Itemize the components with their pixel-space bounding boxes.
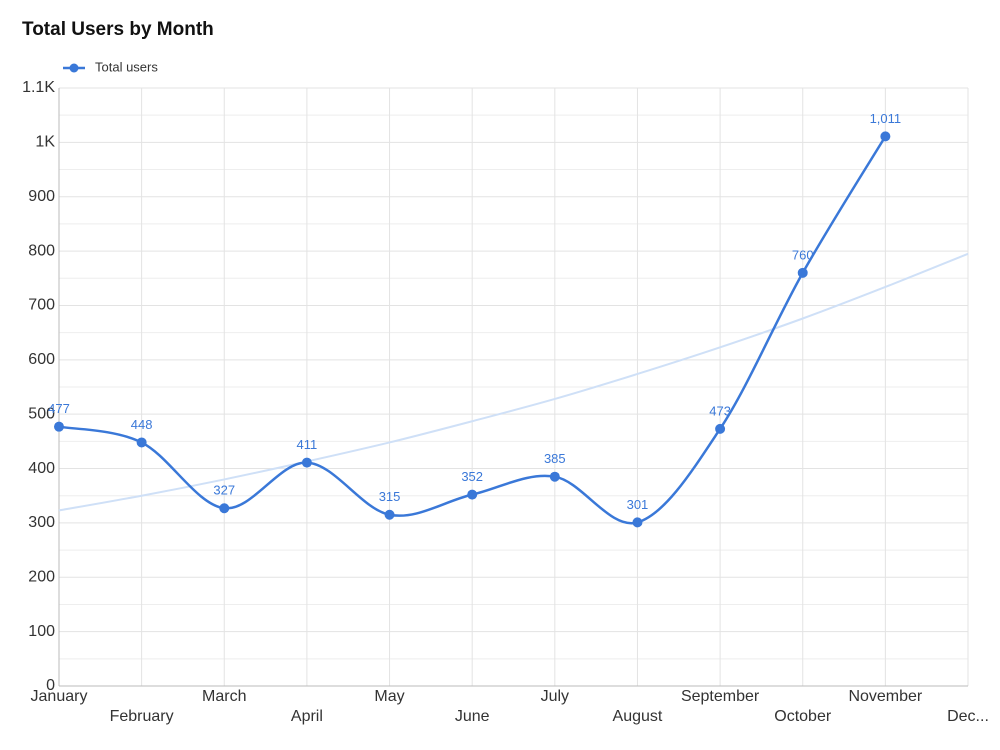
y-tick-label: 800 [28,242,55,259]
data-point [384,509,395,520]
data-point [797,267,808,278]
data-point [632,517,643,528]
y-tick-label: 700 [28,297,55,314]
data-label: 473 [709,403,731,418]
data-point [715,423,726,434]
data-label: 352 [461,469,483,484]
x-tick-label: February [110,708,174,725]
data-label: 1,011 [870,111,902,126]
y-tick-label: 400 [28,460,55,477]
data-point [219,503,230,514]
chart-title: Total Users by Month [22,19,214,40]
x-tick-label: June [455,708,490,725]
x-tick-label: November [848,688,922,705]
x-tick-label: July [541,688,569,705]
x-tick-label: August [613,708,663,725]
data-label: 301 [627,497,649,512]
data-label: 448 [131,417,153,432]
x-tick-label: Dec... [947,708,989,725]
data-point [880,131,891,142]
data-label: 411 [297,437,318,452]
data-point [54,421,64,432]
data-point [467,489,478,500]
x-tick-label: September [681,688,760,705]
y-tick-label: 1.1K [22,79,55,96]
series-line [58,135,887,525]
data-label: 477 [48,401,70,416]
legend-marker [69,63,79,73]
data-label: 327 [213,483,235,498]
y-tick-label: 200 [28,568,55,585]
data-point [301,457,312,468]
data-point [549,471,560,482]
y-tick-label: 900 [28,188,55,205]
y-tick-label: 600 [28,351,55,368]
y-tick-label: 0 [46,677,55,694]
y-tick-label: 300 [28,514,55,531]
data-label: 760 [792,247,814,262]
y-tick-label: 500 [28,405,55,422]
data-label: 385 [544,451,566,466]
legend-label: Total users [95,59,158,74]
x-tick-label: January [31,688,88,705]
data-label: 315 [379,489,401,504]
x-tick-label: March [202,688,246,705]
x-tick-label: April [291,708,323,725]
y-tick-label: 100 [28,623,55,640]
trendline [58,252,969,512]
x-tick-label: May [374,688,404,705]
y-tick-label: 1K [35,134,55,151]
data-point [136,437,147,448]
x-tick-label: October [774,708,832,725]
